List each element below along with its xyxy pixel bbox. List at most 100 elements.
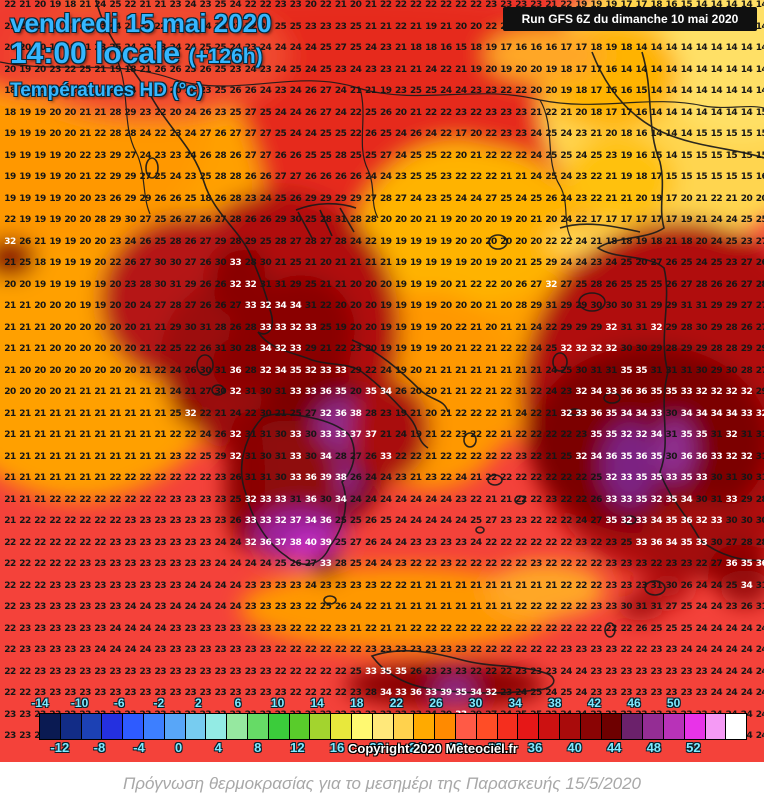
temp-value: 21 <box>455 365 467 376</box>
legend-tick-label: 2 <box>195 696 202 710</box>
temp-value: 32 <box>184 408 197 419</box>
temp-value: 24 <box>304 580 317 591</box>
temp-value: 24 <box>725 645 738 655</box>
temp-value: 21 <box>124 408 136 419</box>
temp-value: 21 <box>455 279 467 290</box>
temp-value: 31 <box>199 322 212 333</box>
temp-value: 17 <box>665 193 678 204</box>
temp-value: 32 <box>725 451 738 462</box>
temp-value: 24 <box>455 193 467 204</box>
temp-value: 32 <box>485 688 497 698</box>
temp-value: 29 <box>650 301 663 311</box>
temp-value: 25 <box>349 666 362 677</box>
temp-value: 21 <box>455 580 467 591</box>
temp-value: 27 <box>139 258 152 268</box>
temp-value: 23 <box>635 580 648 591</box>
temp-value: 23 <box>64 602 76 612</box>
temp-value: 35 <box>665 387 678 397</box>
legend-cell <box>579 713 602 740</box>
temp-value: 24 <box>455 86 467 96</box>
temp-value: 25 <box>109 43 121 53</box>
temp-value: 24 <box>229 602 242 612</box>
temp-value: 21 <box>79 107 91 118</box>
temp-value: 24 <box>755 731 764 741</box>
temp-value: 22 <box>530 387 542 397</box>
temp-value: 25 <box>304 150 317 161</box>
temp-value: 18 <box>425 43 437 53</box>
temp-value: 21 <box>470 602 482 612</box>
temp-value: 24 <box>545 365 557 376</box>
temp-value: 31 <box>259 430 272 440</box>
temp-value: 21 <box>379 258 392 268</box>
temp-value: 25 <box>710 258 723 268</box>
temp-value: 22 <box>154 473 167 483</box>
temp-value: 28 <box>740 365 753 376</box>
temp-value: 25 <box>334 537 347 548</box>
temp-value: 23 <box>635 666 648 677</box>
temp-value: 23 <box>530 559 542 569</box>
temp-value: 30 <box>214 387 227 397</box>
temp-value: 25 <box>154 236 167 247</box>
temp-value: 22 <box>4 645 16 655</box>
temp-value: 27 <box>199 236 212 247</box>
temp-value: 23 <box>515 451 527 462</box>
temp-value: 20 <box>740 193 753 204</box>
temp-value: 22 <box>485 172 497 182</box>
temp-value: 23 <box>635 688 648 698</box>
temp-value: 23 <box>139 580 152 591</box>
temp-value: 21 <box>124 387 136 397</box>
temp-value: 22 <box>470 172 482 182</box>
temp-value: 24 <box>530 322 542 333</box>
temp-value: 23 <box>259 623 272 634</box>
temp-value: 19 <box>425 236 437 247</box>
temp-value: 22 <box>169 430 182 440</box>
temp-value: 28 <box>334 236 347 247</box>
temp-value: 28 <box>319 215 332 225</box>
legend-cell <box>246 713 269 740</box>
temp-value: 19 <box>425 322 437 333</box>
temp-value: 23 <box>109 537 121 548</box>
temp-value: 19 <box>49 193 61 204</box>
temp-value: 23 <box>94 623 106 634</box>
temp-value: 29 <box>244 236 257 247</box>
temp-value: 22 <box>440 451 452 462</box>
temp-value: 17 <box>590 215 602 225</box>
temp-value: 23 <box>455 537 467 548</box>
temp-value: 19 <box>79 279 91 290</box>
temp-value: 23 <box>169 645 182 655</box>
temp-value: 22 <box>154 21 167 32</box>
temp-value: 21 <box>500 602 512 612</box>
temp-value: 35 <box>620 451 632 462</box>
temp-value: 21 <box>94 408 106 419</box>
temp-value: 14 <box>650 129 663 139</box>
temp-value: 24 <box>455 473 467 483</box>
temp-value: 20 <box>109 279 121 290</box>
temp-value: 25 <box>334 129 347 139</box>
temp-value: 27 <box>710 559 723 569</box>
temp-value: 24 <box>259 86 272 96</box>
temp-value: 23 <box>590 258 602 268</box>
temp-value: 26 <box>665 279 678 290</box>
temp-value: 33 <box>319 559 332 569</box>
temp-value: 28 <box>665 344 678 354</box>
temp-value: 19 <box>34 107 46 118</box>
temp-value: 22 <box>455 559 467 569</box>
temp-value: 30 <box>259 258 272 268</box>
temp-value: 21 <box>94 430 106 440</box>
temp-value: 22 <box>349 107 362 118</box>
temp-value: 28 <box>109 107 121 118</box>
temp-value: 23 <box>575 129 587 139</box>
temp-value: 21 <box>500 430 512 440</box>
temp-value: 27 <box>124 150 136 161</box>
temp-value: 20 <box>349 0 362 10</box>
temp-value: 22 <box>410 559 422 569</box>
temp-value: 19 <box>4 193 16 204</box>
temp-value: 31 <box>680 301 693 311</box>
temp-value: 32 <box>755 408 764 419</box>
temp-value: 23 <box>605 559 617 569</box>
temp-value: 20 <box>680 193 693 204</box>
temp-value: 22 <box>455 451 467 462</box>
temp-value: 24 <box>214 580 227 591</box>
temp-value: 23 <box>169 623 182 634</box>
temp-value: 22 <box>590 559 602 569</box>
